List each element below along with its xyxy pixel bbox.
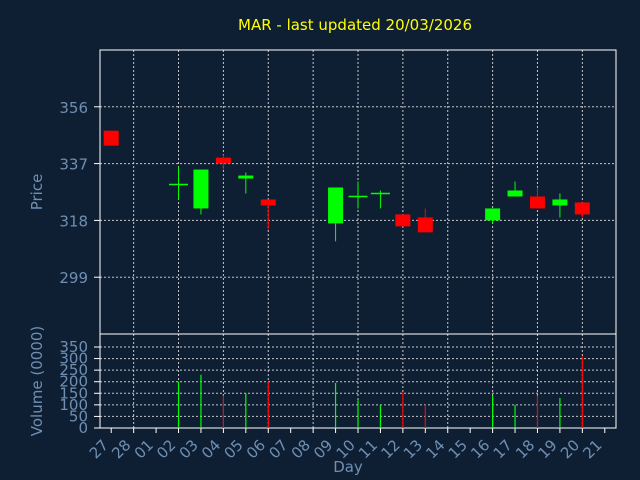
price-tick-label: 337 bbox=[59, 156, 88, 174]
candle-body bbox=[193, 169, 209, 209]
price-tick-label: 356 bbox=[59, 99, 88, 117]
chart-title: MAR - last updated 20/03/2026 bbox=[238, 16, 472, 34]
candle-body bbox=[395, 214, 411, 227]
candle-body bbox=[238, 175, 254, 179]
candles bbox=[103, 130, 590, 242]
candle-body bbox=[507, 190, 523, 197]
candle-body bbox=[260, 199, 276, 206]
volume-tick-label: 100 bbox=[59, 396, 88, 414]
candle-body bbox=[529, 196, 545, 209]
volume-bars bbox=[177, 356, 583, 428]
day-tick-label: 21 bbox=[579, 436, 605, 462]
volume-tick-label: 350 bbox=[59, 338, 88, 356]
day-axis-label: Day bbox=[333, 458, 363, 476]
volume-axis-label: Volume (0000) bbox=[28, 326, 46, 436]
candle-body bbox=[485, 208, 501, 221]
price-tick-label: 318 bbox=[59, 212, 88, 230]
candle-body bbox=[215, 157, 231, 164]
price-tick-label: 299 bbox=[59, 269, 88, 287]
volume-tick-label: 150 bbox=[59, 384, 88, 402]
candle-body bbox=[417, 217, 433, 233]
candle-body bbox=[328, 187, 344, 224]
price-tick-labels: 356 337 318 299 bbox=[59, 99, 100, 287]
candle-body bbox=[552, 199, 568, 206]
volume-tick-label: 300 bbox=[59, 350, 88, 368]
volume-tick-label: 250 bbox=[59, 361, 88, 379]
volume-tick-label: 200 bbox=[59, 373, 88, 391]
price-axis-label: Price bbox=[28, 174, 46, 211]
candle-body bbox=[574, 202, 590, 215]
volume-tick-label: 50 bbox=[69, 407, 88, 425]
candle-body bbox=[103, 130, 119, 146]
volume-tick-label: 0 bbox=[78, 419, 88, 437]
